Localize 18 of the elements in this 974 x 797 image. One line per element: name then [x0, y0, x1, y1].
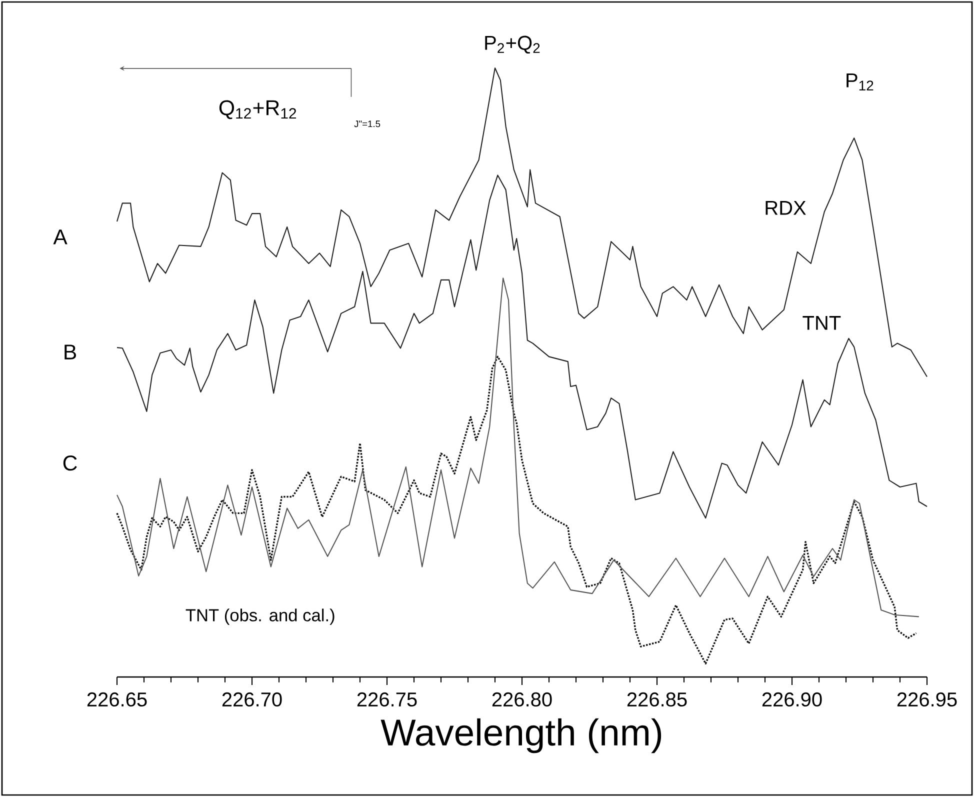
x-tick-label: 226.85	[627, 692, 687, 707]
text: B	[64, 344, 76, 360]
text: P$_{2}$+Q$_{2}$	[485, 36, 540, 54]
annotation: Q$_{12}$+R$_{12}$	[219, 100, 296, 120]
x-tick-label: 226.90	[762, 692, 822, 707]
x-tick-label: 226.65	[87, 692, 147, 707]
x-tick-label: 226.80	[492, 692, 552, 707]
series-label: RDX	[766, 200, 806, 215]
x-axis-title: Wavelength (nm)	[380, 718, 662, 754]
annotation: J"=1.5	[354, 120, 380, 128]
annotation: TNT (obs. and cal.)	[186, 608, 334, 625]
series-label: TNT	[802, 316, 841, 330]
x-tick-label: 226.70	[222, 692, 282, 707]
x-tick-label: 226.95	[897, 692, 957, 707]
annotation: P$_{12}$	[846, 73, 874, 90]
text: C	[63, 456, 77, 471]
text: A	[53, 230, 68, 244]
x-tick-label: 226.75	[357, 692, 417, 707]
